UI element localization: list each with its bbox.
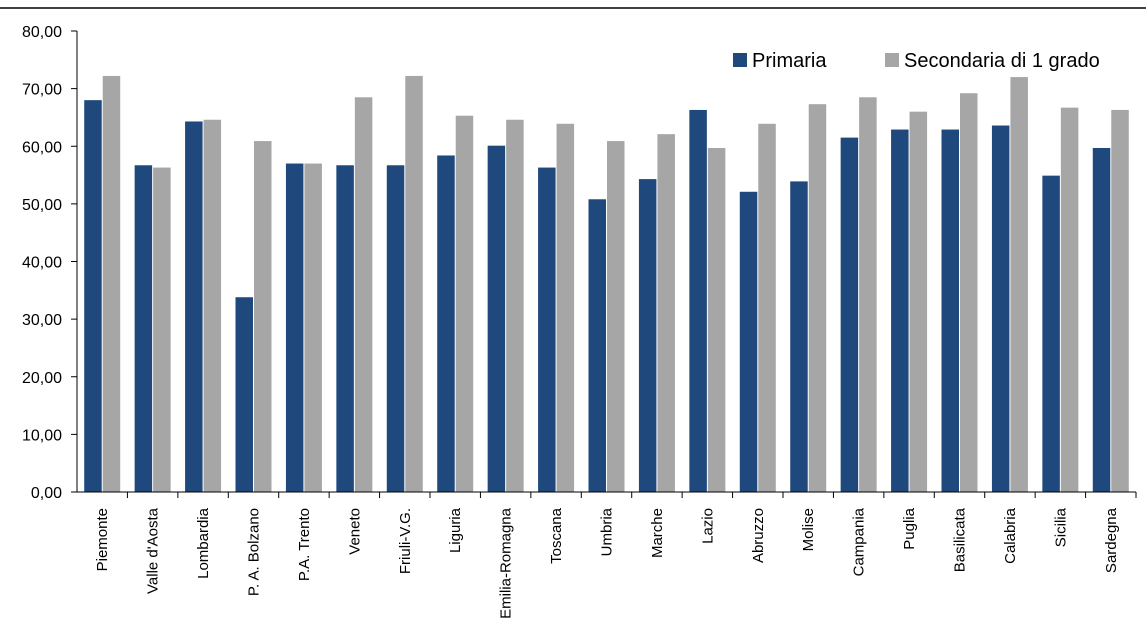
bar-primaria [1092,147,1111,492]
bar-secondaria [758,123,776,493]
x-tick-label: Sicilia [1052,507,1069,547]
x-tick-label: Valle d'Aosta [145,507,162,594]
bar-primaria [487,145,506,492]
legend-label: Secondaria di 1 grado [904,50,1100,72]
bar-secondaria [1060,107,1079,493]
bar-secondaria [859,97,877,493]
bar-primaria [588,199,606,492]
x-tick-label: Lombardia [195,507,212,579]
x-tick-label: Sardegna [1103,507,1120,573]
x-tick-label: Campania [851,507,868,576]
x-tick-label: Friuli-V.G. [397,508,414,574]
x-tick-label: Lazio [699,508,716,544]
bar-secondaria [203,119,222,493]
bar-secondaria [354,97,373,493]
legend-swatch [885,53,899,67]
y-axis: 0,00 10,00 20,00 30,00 40,00 50,00 60,00 70,00 8… [22,24,78,502]
legend-label: Primaria [752,50,827,72]
y-tick-label: 50,00 [22,197,62,214]
bar-primaria [689,109,707,492]
y-tick-label: 80,00 [22,24,62,41]
y-tick-label: 60,00 [22,139,62,156]
y-tick-label: 20,00 [22,370,62,387]
bar-primaria [790,181,808,492]
bar-secondaria [153,167,171,493]
bar-primaria [991,125,1010,492]
bar-primaria [1042,175,1060,493]
x-tick-label: Veneto [346,508,363,555]
bar-secondaria [455,115,474,493]
bar-primaria [840,137,859,492]
x-tick-label: Puglia [901,507,918,549]
x-tick-label: Abruzzo [750,508,767,563]
y-tick-label: 40,00 [22,255,62,272]
bar-primaria [336,165,354,493]
x-axis: Piemonte Valle d'Aosta Lombardia P. A. Bolz… [77,491,1137,619]
x-tick-label: Toscana [548,507,565,564]
bar-primaria [891,129,909,492]
bar-secondaria [909,111,928,493]
bar-secondaria [254,141,272,492]
bar-primaria [941,129,959,492]
bar-primaria [285,163,304,492]
y-tick-label: 0,00 [31,485,62,502]
bar-secondaria [607,141,625,492]
y-tick-label: 30,00 [22,312,62,329]
bar-secondaria [1111,109,1129,492]
bar-secondaria [304,163,322,492]
bar-primaria [538,167,556,493]
x-tick-label: Basilicata [952,507,969,572]
x-tick-label: Molise [800,508,817,551]
bar-primaria [638,179,657,492]
bar-secondaria [506,119,524,493]
x-tick-label: P.A. Trento [296,508,313,581]
bar-primaria [386,165,405,493]
legend: Primaria Secondaria di 1 grado [733,50,1100,72]
bar-secondaria [707,147,726,492]
x-tick-label: Piemonte [94,508,111,571]
bar-secondaria [657,134,675,492]
bar-primaria [437,155,455,492]
bars-group [84,75,1129,493]
bar-primaria [134,165,153,493]
bar-secondaria [808,104,827,492]
y-tick-label: 70,00 [22,82,62,99]
bar-primaria [84,100,102,493]
bar-primaria [235,297,253,492]
x-tick-label: Liguria [447,507,464,553]
y-tick-label: 10,00 [22,427,62,444]
bar-secondaria [960,93,978,493]
x-tick-label: Marche [649,508,666,558]
bar-secondaria [102,75,121,492]
x-tick-label: Calabria [1002,507,1019,564]
legend-swatch [733,53,747,67]
bar-secondaria [556,123,575,493]
bar-primaria [739,191,758,492]
x-tick-label: Umbria [599,507,616,556]
bar-secondaria [405,75,423,492]
x-tick-label: Emilia-Romagna [498,507,515,619]
x-tick-label: P. A. Bolzano [246,508,263,596]
bar-secondaria [1010,77,1028,492]
bar-primaria [185,121,203,492]
